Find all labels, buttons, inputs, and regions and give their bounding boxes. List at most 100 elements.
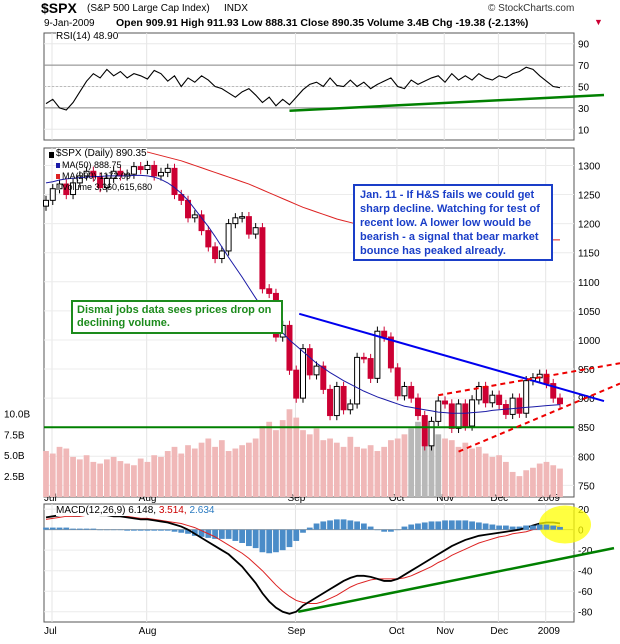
macd-histogram-bar [117, 529, 124, 531]
macd-histogram-bar [455, 520, 462, 530]
volume-bar [374, 451, 381, 497]
volume-bar [83, 455, 90, 497]
x-tick-label: 2009 [538, 493, 561, 504]
candle-body [178, 194, 185, 201]
macd-title: MACD(12,26,9) 6.148, 3.514, 2.634 [56, 505, 215, 516]
annotation-hs-text: Jan. 11 - If H&S fails we could get shar… [360, 189, 540, 257]
macd-histogram-bar [266, 529, 273, 554]
macd-histogram-bar [49, 527, 56, 530]
macd-histogram-bar [347, 520, 354, 530]
price-tick-label: 1000 [578, 336, 601, 347]
x-tick-label: Oct [389, 626, 405, 637]
chart-name: (S&P 500 Large Cap Index) [87, 3, 210, 14]
volume-tick-label: 5.0B [4, 451, 25, 462]
resistance-line [298, 312, 605, 402]
price-tick-label: 1200 [578, 220, 601, 231]
candle-body [164, 167, 171, 173]
volume-bar [496, 455, 503, 497]
macd-histogram-bar [313, 523, 320, 530]
volume-bar [158, 456, 164, 497]
macd-histogram-bar [388, 529, 394, 532]
volume-bar [232, 448, 239, 497]
volume-bar [530, 467, 536, 497]
volume-bar [185, 445, 191, 497]
volume-bar [543, 461, 550, 497]
macd-histogram-bar [239, 529, 246, 543]
macd-histogram-bar [293, 529, 300, 541]
volume-bar [462, 442, 469, 497]
candle-body [137, 166, 144, 171]
macd-histogram-bar [516, 526, 523, 530]
candle-body [347, 403, 354, 411]
candle-body [475, 385, 482, 401]
candle-body [340, 385, 347, 411]
x-tick-label: Oct [389, 493, 405, 504]
volume-bar [103, 459, 110, 497]
candle-body [218, 250, 225, 260]
macd-histogram-bar [448, 520, 455, 530]
macd-histogram-bar [70, 528, 76, 530]
macd-panel [43, 503, 575, 623]
candle-body [300, 348, 306, 399]
macd-histogram-bar [212, 529, 218, 539]
volume-bar [97, 463, 103, 497]
volume-bar [536, 463, 543, 497]
exchange-label: INDX [224, 3, 248, 14]
macd-tick-label: -80 [578, 608, 593, 619]
macd-histogram-bar [503, 525, 509, 530]
macd-histogram-bar-highlighted [557, 526, 563, 530]
candle-body [232, 217, 239, 225]
rsi-title: RSI(14) 48.90 [56, 31, 119, 42]
price-tick-label: 1150 [578, 249, 600, 260]
volume-bar [225, 451, 232, 497]
volume-bar [279, 420, 286, 497]
macd-histogram-bar-highlighted [543, 524, 550, 530]
volume-bar [408, 428, 415, 497]
price-tick-label: 1100 [578, 278, 600, 289]
volume-bar [360, 448, 367, 497]
macd-histogram-bar [43, 527, 49, 530]
legend-price-swatch [49, 152, 54, 158]
macd-highlight-circle [539, 505, 591, 544]
macd-title-hist: 2.634 [189, 505, 215, 516]
wedge-upper-line [438, 362, 620, 397]
macd-histogram-bar [110, 529, 117, 531]
macd-histogram-bar [320, 521, 327, 530]
candle-body [313, 365, 320, 376]
candle-body [523, 380, 530, 414]
candle-body [252, 227, 259, 235]
rsi-tick-label: 90 [578, 40, 590, 51]
candle-body [259, 227, 266, 290]
annotation-jobs-text: Dismal jobs data sees prices drop on dec… [77, 304, 272, 329]
macd-histogram-bar [306, 527, 313, 530]
rsi-line [45, 66, 561, 111]
volume-bar [313, 428, 320, 497]
candle-body [496, 394, 503, 406]
candle-body [130, 166, 137, 175]
volume-bar [212, 446, 218, 497]
volume-bar [239, 445, 246, 497]
volume-bar [448, 440, 455, 497]
volume-bar [286, 409, 293, 497]
legend-ma50: MA(50) 888.75 [62, 160, 122, 170]
volume-bar [394, 438, 401, 497]
candle-body [367, 358, 374, 379]
legend-volume-swatch [56, 185, 60, 190]
macd-signal-line [45, 514, 561, 605]
candle-body [509, 397, 516, 415]
macd-histogram-bar [103, 529, 110, 531]
macd-histogram-bar [327, 520, 333, 530]
candle-body [381, 330, 388, 338]
volume-bar [367, 445, 374, 497]
candle-body [360, 356, 367, 360]
volume-bar [205, 438, 212, 497]
candle-body [408, 385, 415, 399]
macd-histogram-bar [482, 523, 489, 530]
volume-bar [171, 446, 178, 497]
macd-tick-label: -60 [578, 587, 593, 598]
candle-body [333, 385, 340, 417]
volume-bar [198, 442, 205, 497]
macd-histogram-bar [435, 521, 442, 530]
volume-bar [516, 476, 523, 497]
macd-histogram-bar [63, 527, 70, 530]
